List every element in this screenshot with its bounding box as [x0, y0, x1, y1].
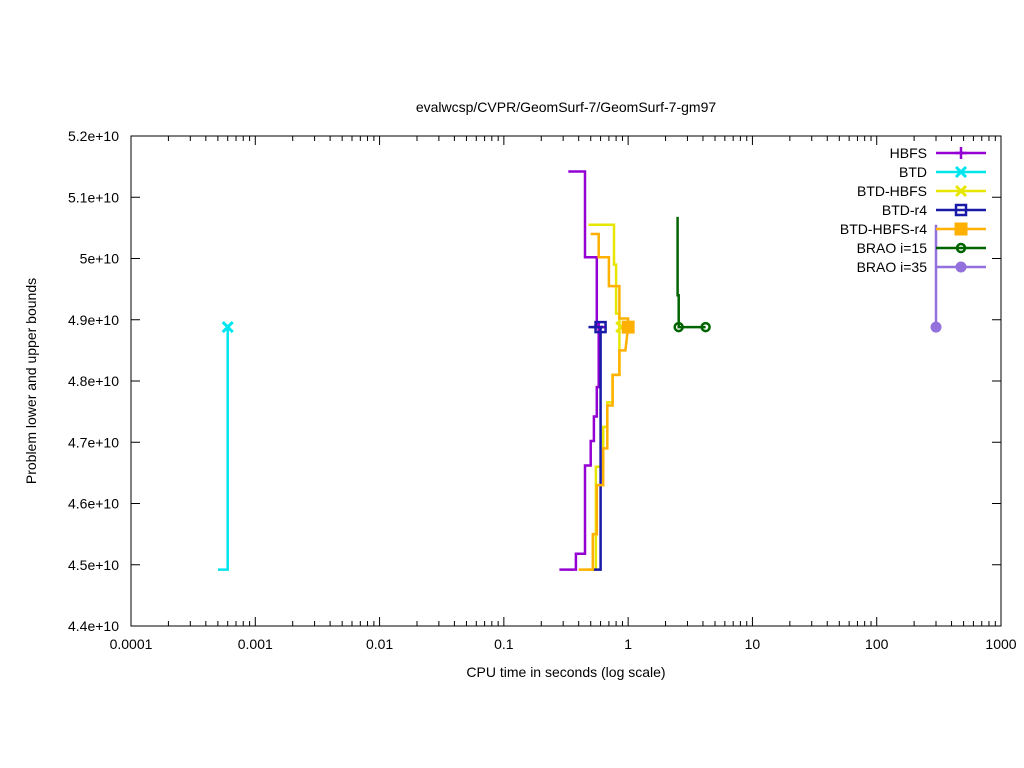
legend-marker-btd [954, 165, 968, 179]
legend-label-hbfs: HBFS [890, 145, 927, 161]
legend-marker-btd-hbfs-r4 [954, 222, 968, 236]
series-line-brao-i-15 [676, 216, 706, 329]
y-axis-label: Problem lower and upper bounds [23, 278, 39, 484]
legend-label-brao-i-15: BRAO i=15 [857, 240, 928, 256]
series-line-hbfs [559, 325, 604, 571]
legend-marker-btd-hbfs [954, 184, 968, 198]
legend-label-btd-hbfs-r4: BTD-HBFS-r4 [840, 221, 927, 237]
y-axis-ticks: 4.4e+10 4.5e+10 4.6e+10 4.7e+10 4.8e+10 4.9e+… [68, 128, 1001, 634]
x-axis-label: CPU time in seconds (log scale) [466, 664, 665, 680]
legend-label-brao-i-35: BRAO i=35 [857, 259, 928, 275]
plot-frame [130, 135, 1002, 627]
y-tick-label: 4.5e+10 [68, 557, 119, 573]
series-point-btd-r4 [594, 320, 607, 334]
x-tick-label: 1000 [985, 636, 1016, 652]
y-tick-label: 4.7e+10 [68, 434, 119, 450]
x-tick-label: 0.01 [366, 636, 393, 652]
x-axis-ticks: 0.0001 0.001 0.01 0.1 1 10 100 1000 [110, 136, 1017, 652]
series-line-btd-hbfs-r4 [590, 232, 630, 328]
series-point-brao-i-15 [700, 321, 711, 333]
legend-marker-hbfs [955, 147, 967, 159]
x-tick-label: 0.001 [238, 636, 273, 652]
series-point-brao-i-35 [930, 321, 942, 333]
series-point-btd-hbfs-r4 [621, 320, 635, 334]
legend: HBFS BTD BTD-HBFS BTD-r4 BTD-HBFS-r4 BRAO i=1… [840, 145, 986, 275]
series-line-btd-r4 [592, 327, 602, 571]
legend-label-btd: BTD [899, 164, 927, 180]
y-tick-label: 5e+10 [80, 251, 120, 267]
y-tick-label: 4.9e+10 [68, 312, 119, 328]
legend-label-btd-hbfs: BTD-HBFS [857, 183, 927, 199]
y-tick-label: 5.2e+10 [68, 128, 119, 144]
x-tick-label: 0.0001 [110, 636, 153, 652]
plot-series [217, 170, 942, 571]
legend-marker-btd-r4 [954, 203, 968, 217]
x-tick-label: 0.1 [494, 636, 514, 652]
series-point-btd [221, 321, 234, 334]
series-line-btd [217, 327, 229, 571]
y-tick-label: 4.8e+10 [68, 373, 119, 389]
series-line-btd-hbfs [588, 223, 621, 328]
series-line-btd-hbfs-r4 [578, 326, 630, 571]
y-tick-label: 4.4e+10 [68, 618, 119, 634]
x-tick-label: 10 [745, 636, 761, 652]
y-tick-label: 5.1e+10 [68, 189, 119, 205]
series-point-brao-i-15 [673, 321, 684, 333]
x-tick-label: 1 [624, 636, 632, 652]
y-tick-label: 4.6e+10 [68, 496, 119, 512]
chart-title: evalwcsp/CVPR/GeomSurf-7/GeomSurf-7-gm97 [416, 99, 717, 115]
x-tick-label: 100 [865, 636, 889, 652]
legend-marker-brao-i-15 [955, 242, 967, 254]
legend-label-btd-r4: BTD-r4 [882, 202, 927, 218]
legend-marker-brao-i-35 [955, 261, 967, 273]
